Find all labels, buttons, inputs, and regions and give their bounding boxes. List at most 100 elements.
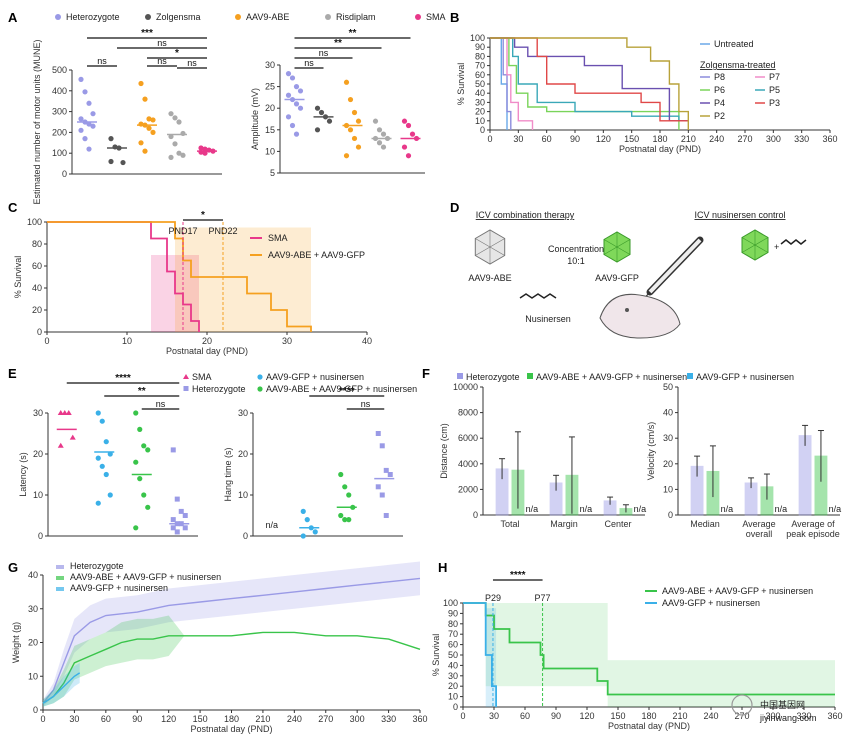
sig-label: **** [339, 386, 355, 397]
y-tick-label: 20 [33, 449, 43, 459]
survival-line [490, 37, 689, 122]
legend-label: AAV9-GFP + nusinersen [70, 583, 168, 593]
data-point [293, 101, 300, 107]
legend-label: P4 [714, 98, 725, 108]
sig-label: ** [334, 38, 342, 49]
data-point [285, 71, 292, 77]
data-point [145, 504, 151, 510]
legend-label: P6 [714, 85, 725, 95]
y-tick-label: 100 [470, 33, 485, 43]
x-tick-label: 360 [822, 134, 837, 144]
data-point [198, 145, 204, 151]
data-point [297, 88, 304, 94]
data-point [293, 84, 300, 90]
y-axis-label: Weight (g) [11, 622, 21, 663]
legend-label: Risdiplam [336, 12, 376, 22]
survival-line [490, 37, 689, 130]
x-axis-label: Postnatal day (PND) [619, 144, 701, 154]
y-tick-label: 8000 [458, 408, 478, 418]
data-point [387, 472, 393, 477]
sig-label: ns [304, 58, 314, 68]
data-point [90, 123, 96, 129]
data-point [57, 410, 64, 415]
y-tick-label: 0 [62, 169, 67, 179]
x-tick-label: 300 [350, 714, 365, 724]
data-point [174, 529, 180, 535]
survival-line [47, 221, 200, 332]
data-point [82, 136, 88, 142]
data-point [168, 154, 174, 160]
category-label: Average [742, 519, 775, 529]
legend-label: Heterozygote [192, 384, 246, 394]
x-tick-label: 0 [44, 336, 49, 346]
legend-marker [145, 14, 151, 20]
legend-marker [235, 14, 241, 20]
panel-e-left-axes: 0 10 20 30 Latency (s) [18, 408, 198, 541]
panel-a-right-axes: 5 10 15 20 25 30 Amplitude (mV) [250, 60, 425, 178]
y-tick-label: 100 [443, 598, 458, 608]
panel-letter: F [422, 366, 430, 381]
data-point [108, 158, 114, 165]
section-title: ICV nusinersen control [694, 210, 785, 220]
data-point [86, 146, 92, 152]
data-point [168, 133, 174, 140]
legend-label: SMA [192, 372, 212, 382]
data-point [376, 140, 383, 146]
legend-label: AAV9-GFP + nusinersen [266, 372, 364, 382]
median-marker-label: PND22 [208, 226, 237, 236]
y-tick-label: 20 [663, 459, 673, 469]
category-label: Center [604, 519, 631, 529]
legend-marker [257, 374, 263, 380]
data-point [304, 517, 310, 523]
data-point [346, 492, 352, 498]
y-tick-label: 25 [265, 82, 275, 92]
median-marker-label: PND17 [168, 226, 197, 236]
data-point [176, 150, 182, 156]
panel-f-left-axes: 0 2000 4000 6000 8000 10000 Distance (cm) [439, 382, 645, 520]
y-tick-label: 2000 [458, 484, 478, 494]
data-point [65, 410, 72, 415]
data-point [380, 131, 387, 137]
legend-title: Zolgensma-treated [700, 60, 776, 70]
legend-label: Zolgensma [156, 12, 201, 22]
data-point [141, 492, 147, 498]
watermark-logo-icon [731, 694, 753, 716]
median-marker-label: P29 [485, 593, 501, 603]
data-point [202, 150, 208, 156]
y-tick-label: 100 [27, 217, 42, 227]
data-point [138, 80, 144, 87]
legend-marker [56, 565, 64, 569]
y-tick-label: 50 [663, 382, 673, 392]
data-point [347, 96, 354, 103]
x-tick-label: 30 [513, 134, 523, 144]
data-point [78, 127, 84, 133]
legend-label: Heterozygote [70, 561, 124, 571]
data-point [142, 148, 148, 154]
panel-g-axes: 0 10 20 30 40 0 30 60 90 120 150 180 210 240 270 300 330… [11, 570, 428, 734]
y-tick-label: 30 [33, 408, 43, 418]
data-point [133, 459, 139, 465]
x-axis-label: Postnatal day (PND) [190, 724, 272, 734]
data-point [318, 109, 325, 116]
data-point [150, 129, 156, 135]
x-tick-label: 210 [681, 134, 696, 144]
syringe-barrel [648, 238, 702, 294]
capsid-facet [475, 246, 491, 256]
label-text: 10:1 [567, 256, 585, 266]
y-tick-label: 300 [52, 107, 67, 117]
data-point [82, 89, 88, 95]
sig-label: ns [156, 399, 166, 409]
weight-line [42, 672, 81, 704]
x-tick-label: 30 [69, 714, 79, 724]
y-axis-label: Velocity (cm/s) [646, 422, 656, 481]
mouse-eye-icon [625, 308, 629, 312]
legend-label: AAV9-ABE + AAV9-GFP + nusinersen [266, 384, 417, 394]
data-point [314, 127, 321, 133]
data-point [338, 471, 344, 478]
category-label: Total [500, 519, 519, 529]
data-point [120, 159, 126, 166]
x-tick-label: 90 [551, 711, 561, 721]
x-tick-label: 270 [734, 711, 749, 721]
na-label: n/a [526, 504, 539, 514]
